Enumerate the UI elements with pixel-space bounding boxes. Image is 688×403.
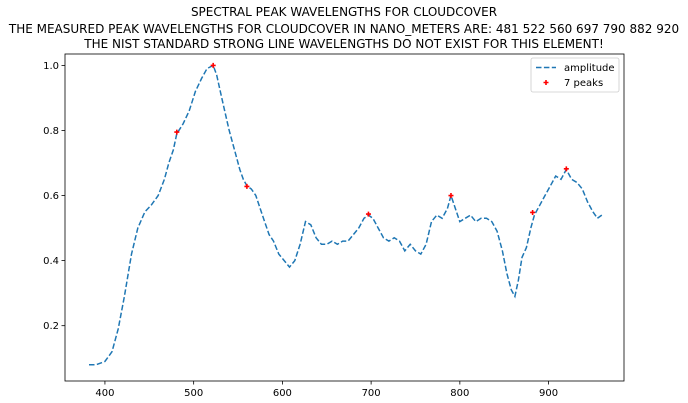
- plot-frame: [64, 53, 625, 382]
- y-tick-label: 0.6: [43, 191, 59, 202]
- peak-marker: [244, 183, 250, 189]
- plot-layer: [89, 62, 603, 366]
- legend-swatch-peaks: [543, 80, 549, 85]
- x-tick-label: 800: [450, 388, 469, 399]
- peak-marker: [563, 166, 569, 172]
- legend-box: [530, 57, 620, 93]
- x-tick-label: 400: [95, 388, 114, 399]
- peak-marker: [448, 193, 454, 199]
- chart-title: SPECTRAL PEAK WAVELENGTHS FOR CLOUDCOVER: [190, 5, 498, 19]
- peak-marker: [530, 209, 536, 215]
- x-tick-label: 500: [184, 388, 203, 399]
- series-line-amplitude: [89, 64, 603, 366]
- x-tick-label: 900: [539, 388, 558, 399]
- legend-label-peaks: 7 peaks: [564, 78, 603, 89]
- chart-subtitle-measured: THE MEASURED PEAK WAVELENGTHS FOR CLOUDC…: [8, 22, 680, 36]
- legend: amplitude 7 peaks: [530, 57, 620, 93]
- y-tick-label: 0.4: [43, 256, 59, 267]
- legend-label-amplitude: amplitude: [564, 63, 615, 74]
- axes-layer: 400 500 600 700 800 900 0.2 0.4 0.6 0.8 1.0: [43, 53, 625, 399]
- peak-marker: [210, 62, 216, 68]
- y-tick-label: 0.2: [43, 321, 59, 332]
- y-tick-label: 0.8: [43, 126, 59, 137]
- chart-subtitle-nist: THE NIST STANDARD STRONG LINE WAVELENGTH…: [84, 37, 604, 51]
- x-tick-label: 700: [362, 388, 381, 399]
- peak-marker: [365, 211, 371, 217]
- y-tick-label: 1.0: [43, 61, 59, 72]
- x-tick-label: 600: [273, 388, 292, 399]
- peak-marker: [174, 129, 180, 135]
